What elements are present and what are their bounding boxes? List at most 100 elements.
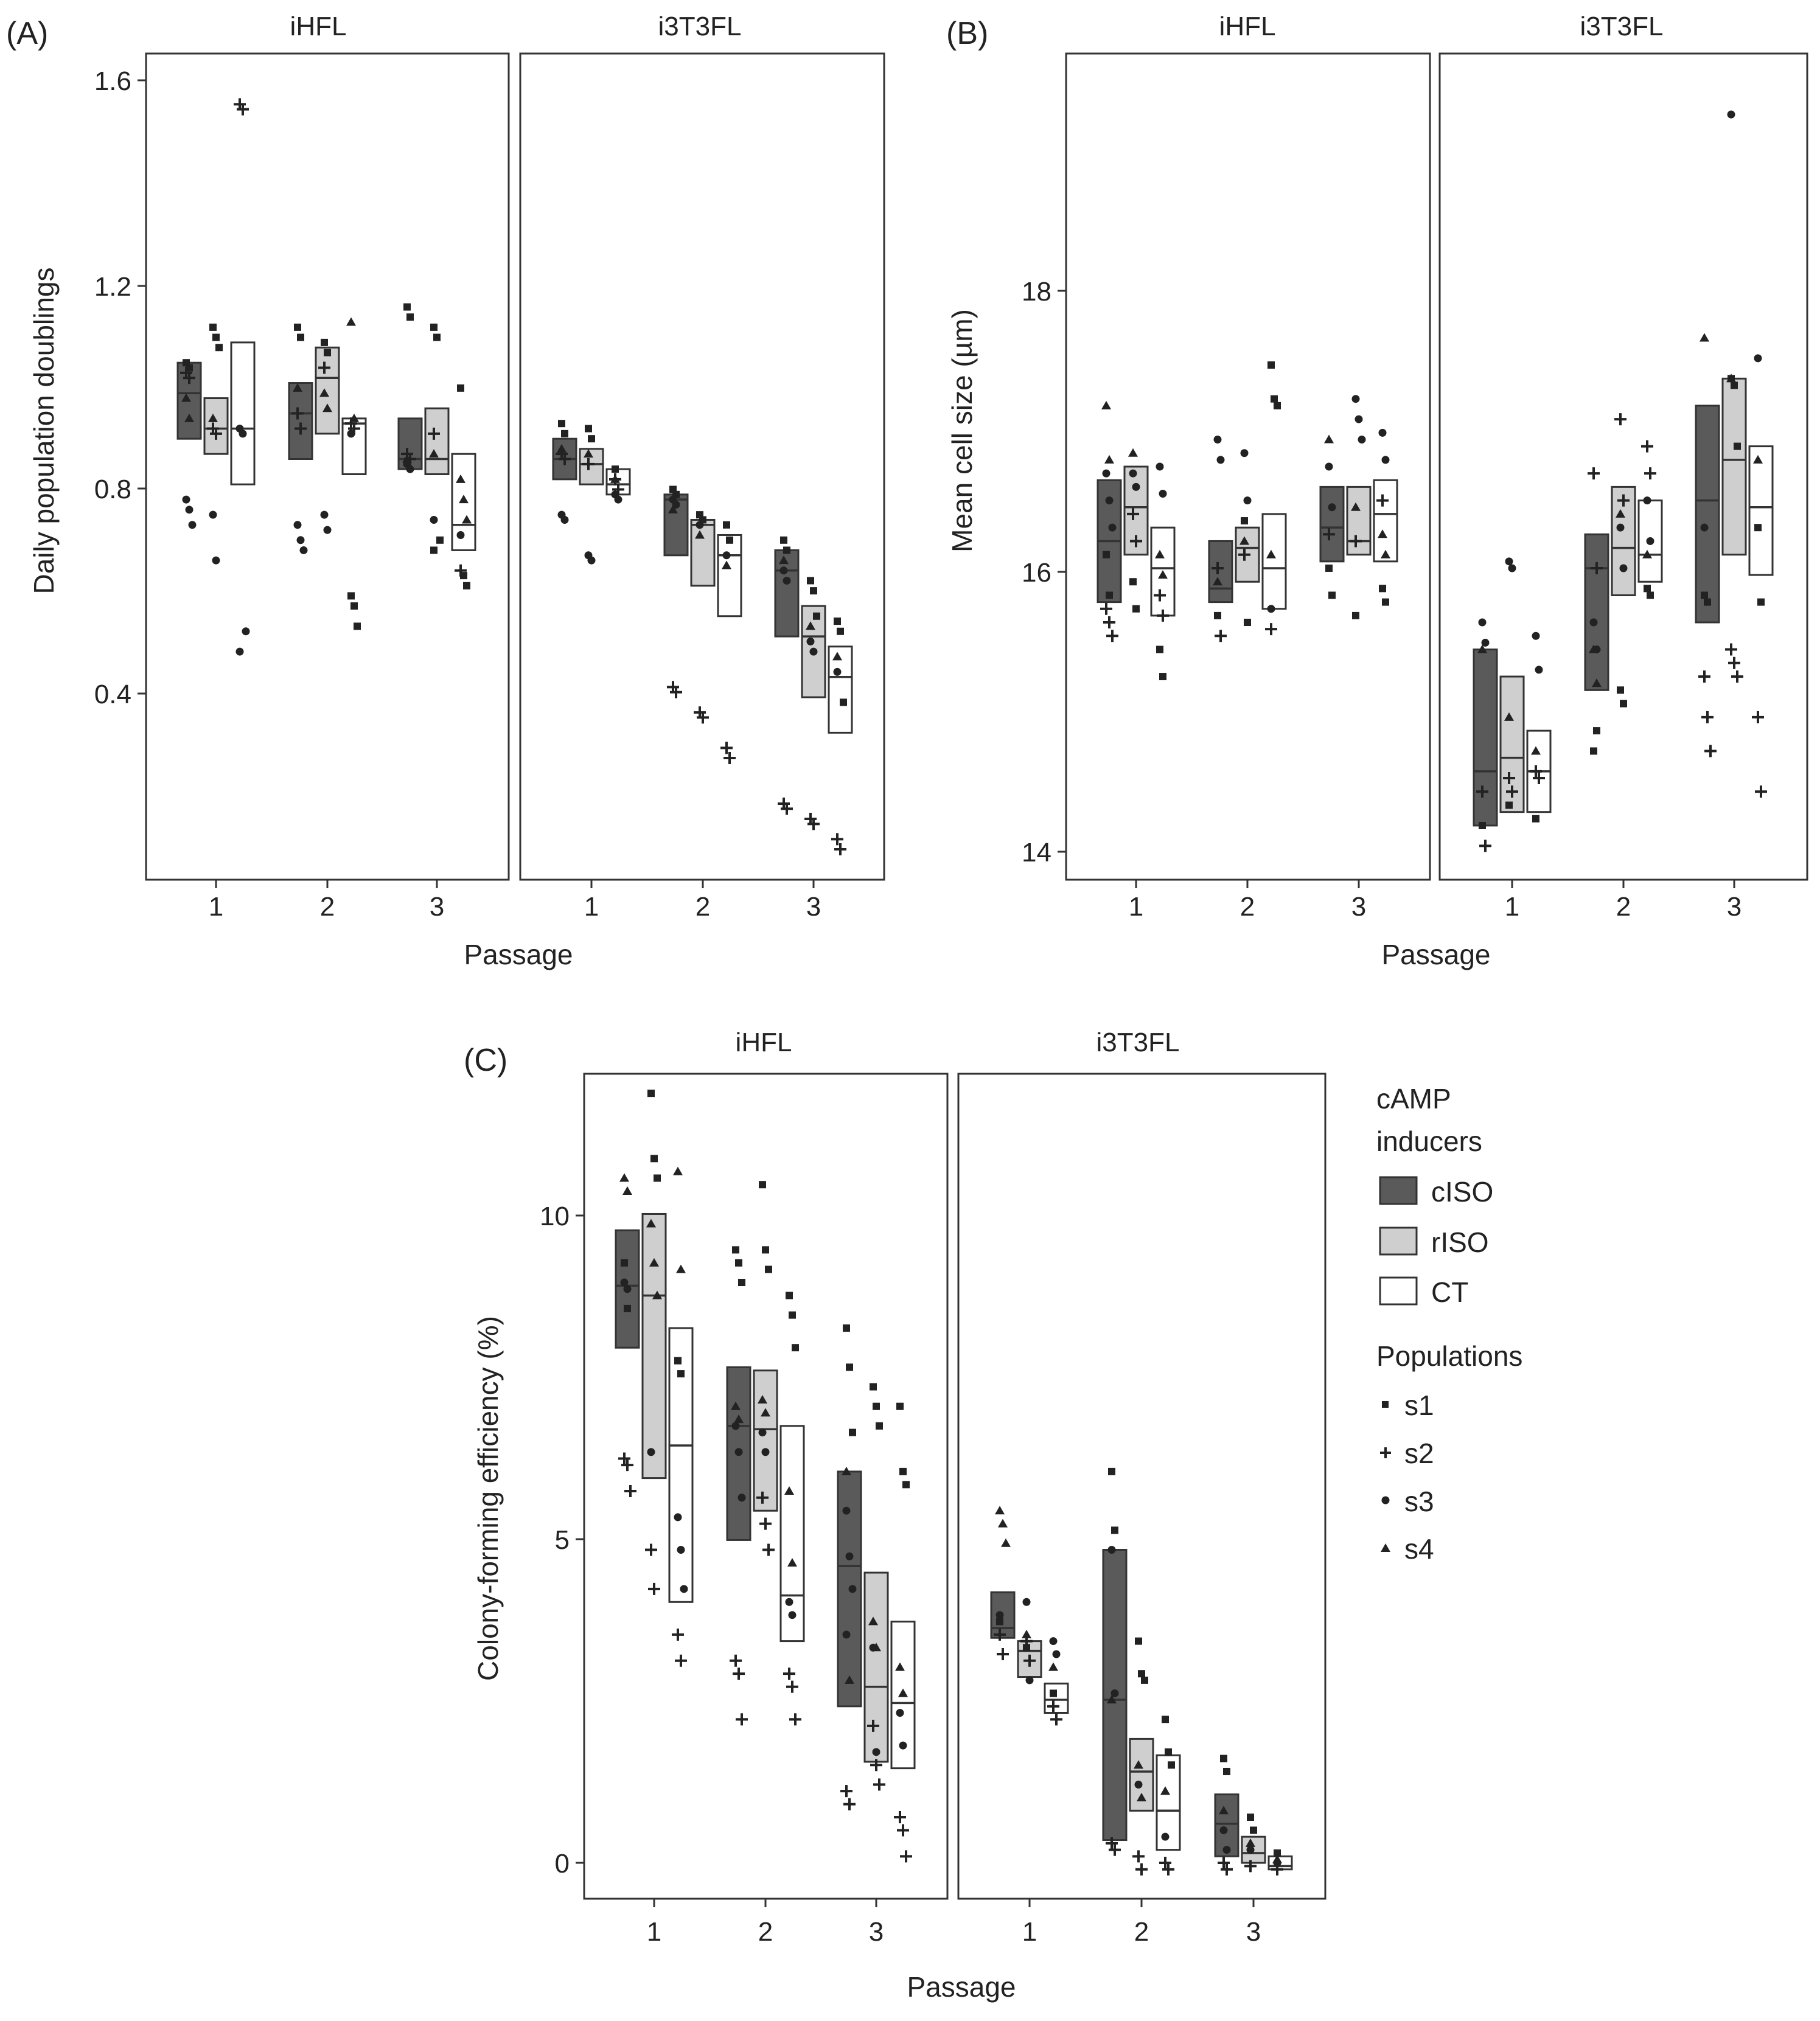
- point-b-ihfl-p2-riso-s3-1: [1240, 449, 1249, 457]
- point-b-i3t3fl-p3-ciso-s3-1: [1700, 523, 1709, 532]
- point-c-ihfl-p2-ct-s2-1: [783, 1668, 795, 1680]
- point-c-ihfl-p3-riso-s1-2: [873, 1402, 880, 1410]
- legend-label-s1: s1: [1404, 1390, 1434, 1421]
- point-b-ihfl-p3-ct-s1-2: [1382, 598, 1389, 606]
- point-a-ihfl-p1-ciso-s4-2: [184, 413, 194, 422]
- panel-b-xtick-label-3: 3: [1351, 892, 1366, 922]
- point-b-i3t3fl-p1-ct-s3-2: [1535, 666, 1543, 674]
- point-a-ihfl-p2-ct-s4-1: [346, 317, 356, 326]
- point-a-i3t3fl-p3-ct-s2-1: [831, 833, 843, 846]
- point-c-ihfl-p3-ciso-s3-3: [848, 1585, 857, 1593]
- point-c-ihfl-p1-ct-s2-1: [672, 1628, 684, 1641]
- panel-b-x-axis-title: Passage: [1381, 939, 1490, 970]
- point-c-ihfl-p3-riso-s3-2: [872, 1748, 880, 1756]
- point-c-i3t3fl-p1-ct-s3-1: [1049, 1637, 1058, 1646]
- point-b-ihfl-p1-ct-s2-1: [1154, 589, 1166, 602]
- point-b-i3t3fl-p2-ciso-s2-2: [1591, 562, 1603, 574]
- point-a-i3t3fl-p2-riso-s4-1: [695, 530, 705, 539]
- point-c-i3t3fl-p2-riso-s1-1: [1135, 1637, 1142, 1645]
- point-a-i3t3fl-p2-ciso-s4-1: [668, 504, 678, 513]
- point-a-i3t3fl-p3-riso-s4-1: [806, 621, 815, 630]
- panel-b-label: (B): [946, 16, 988, 51]
- point-b-i3t3fl-p2-ct-s2-2: [1644, 467, 1656, 480]
- point-b-ihfl-p3-riso-s4-1: [1351, 502, 1361, 511]
- point-b-i3t3fl-p2-riso-s3-1: [1616, 523, 1625, 532]
- point-b-ihfl-p2-riso-s4-1: [1239, 536, 1249, 545]
- point-c-ihfl-p2-riso-s2-2: [759, 1517, 772, 1530]
- point-b-ihfl-p2-ciso-s3-2: [1216, 456, 1225, 464]
- legend-camp-title-line2: inducers: [1376, 1125, 1482, 1157]
- point-b-i3t3fl-p2-ciso-s4-2: [1592, 678, 1602, 687]
- point-a-ihfl-p2-ct-s1-3: [354, 622, 361, 630]
- point-c-ihfl-p3-ct-s1-1: [896, 1402, 904, 1410]
- point-a-i3t3fl-p3-ciso-s4-1: [779, 555, 789, 565]
- point-a-i3t3fl-p3-riso-s1-2: [810, 587, 817, 595]
- panel-b-y-axis: 18 16 14: [1022, 277, 1066, 868]
- point-c-ihfl-p2-ct-s2-3: [789, 1713, 801, 1726]
- panel-a-facet-title-i3t3fl: i3T3FL: [658, 12, 742, 41]
- legend-camp-title-line1: cAMP: [1376, 1083, 1451, 1115]
- box-b-i3t3fl-p2-ciso: [1584, 533, 1609, 691]
- point-c-i3t3fl-p2-ct-s2-1: [1159, 1857, 1171, 1870]
- point-b-ihfl-p1-ciso-s2-2: [1103, 616, 1115, 629]
- panel-c-ytick-label-3: 0: [555, 1849, 570, 1879]
- point-c-ihfl-p3-ciso-s2-2: [843, 1798, 856, 1811]
- panel-a-xtick-label-1: 1: [209, 892, 223, 922]
- point-b-i3t3fl-p2-riso-s4-1: [1616, 509, 1625, 518]
- legend-populations-title: Populations: [1376, 1340, 1522, 1372]
- point-c-ihfl-p1-ciso-s2-2: [621, 1459, 633, 1472]
- box-a-i3t3fl-p1-riso: [579, 448, 604, 485]
- point-a-i3t3fl-p3-ct-s1-3: [840, 698, 847, 706]
- point-c-ihfl-p2-riso-s2-3: [762, 1543, 775, 1556]
- point-b-ihfl-p1-ciso-s1-2: [1106, 591, 1113, 599]
- box-b-ihfl-p3-ciso: [1319, 485, 1345, 563]
- panel-b-ytick-label-3: 14: [1022, 838, 1051, 868]
- panel-c-y-axis: 10 5 0: [540, 1202, 584, 1879]
- point-c-i3t3fl-p1-riso-s3-2: [1025, 1676, 1034, 1685]
- point-b-ihfl-p1-riso-s1-2: [1132, 605, 1140, 613]
- point-b-ihfl-p3-ciso-s4-1: [1324, 434, 1334, 444]
- legend-label-ct: CT: [1431, 1276, 1468, 1308]
- point-a-ihfl-p2-riso-s4-1: [319, 388, 329, 397]
- point-a-i3t3fl-p1-ct-s1-1: [612, 465, 619, 473]
- point-c-ihfl-p1-riso-s1-3: [654, 1174, 661, 1182]
- point-a-ihfl-p2-ciso-s1-1: [294, 323, 301, 331]
- point-a-ihfl-p2-ciso-s3-1: [293, 521, 302, 529]
- panel-b-xtick-label-5: 2: [1616, 892, 1631, 922]
- point-b-i3t3fl-p3-ciso-s2-1: [1698, 670, 1710, 683]
- panel-a-x-axis: 1 2 3 1 2 3: [209, 880, 821, 922]
- point-c-ihfl-p2-ct-s4-1: [784, 1486, 794, 1495]
- point-c-ihfl-p1-ciso-s4-1: [619, 1173, 629, 1182]
- point-b-i3t3fl-p3-ct-s2-1: [1752, 711, 1764, 723]
- point-c-ihfl-p2-ciso-s2-1: [730, 1654, 742, 1667]
- point-c-i3t3fl-p1-ct-s4-1: [1048, 1662, 1058, 1671]
- point-b-ihfl-p2-ciso-s4-1: [1213, 577, 1222, 586]
- point-b-i3t3fl-p2-riso-s2-1: [1614, 413, 1626, 426]
- legend: cAMP inducers cISO rISO CT Populations s…: [1376, 1083, 1522, 1565]
- point-b-i3t3fl-p1-ct-s3-1: [1532, 631, 1540, 640]
- point-a-ihfl-p3-ct-s4-1: [456, 474, 465, 483]
- point-a-ihfl-p3-ciso-s1-1: [403, 303, 411, 311]
- point-b-ihfl-p1-riso-s1-1: [1129, 578, 1137, 586]
- point-c-ihfl-p3-ciso-s2-1: [840, 1785, 852, 1798]
- point-a-i3t3fl-p3-ciso-s3-1: [779, 566, 788, 575]
- point-c-i3t3fl-p1-riso-s4-1: [1022, 1629, 1031, 1638]
- panel-c-xtick-label-4: 1: [1022, 1917, 1037, 1947]
- point-c-i3t3fl-p2-riso-s4-1: [1134, 1760, 1143, 1769]
- panel-b-y-axis-title: Mean cell size (µm): [946, 309, 978, 552]
- panel-c: (C) Colony-forming efficiency (%) Passag…: [464, 1028, 1327, 2003]
- point-c-ihfl-p3-riso-s1-3: [876, 1422, 883, 1430]
- point-c-ihfl-p2-ct-s2-2: [786, 1680, 798, 1693]
- point-b-i3t3fl-p1-ct-s4-1: [1531, 746, 1541, 755]
- point-c-i3t3fl-p1-ct-s2-1: [1047, 1700, 1059, 1713]
- point-b-i3t3fl-p3-ct-s4-1: [1753, 454, 1763, 464]
- point-c-i3t3fl-p2-riso-s1-3: [1141, 1676, 1148, 1684]
- point-b-i3t3fl-p1-riso-s3-1: [1505, 557, 1513, 566]
- point-b-ihfl-p2-riso-s1-2: [1244, 619, 1251, 627]
- point-a-ihfl-p2-ciso-s3-2: [296, 536, 305, 544]
- point-c-ihfl-p2-ciso-s1-3: [738, 1279, 745, 1287]
- point-c-i3t3fl-p1-riso-s1-1: [1023, 1644, 1030, 1652]
- point-a-ihfl-p3-ciso-s1-2: [406, 313, 414, 321]
- point-c-ihfl-p2-riso-s1-1: [759, 1181, 766, 1189]
